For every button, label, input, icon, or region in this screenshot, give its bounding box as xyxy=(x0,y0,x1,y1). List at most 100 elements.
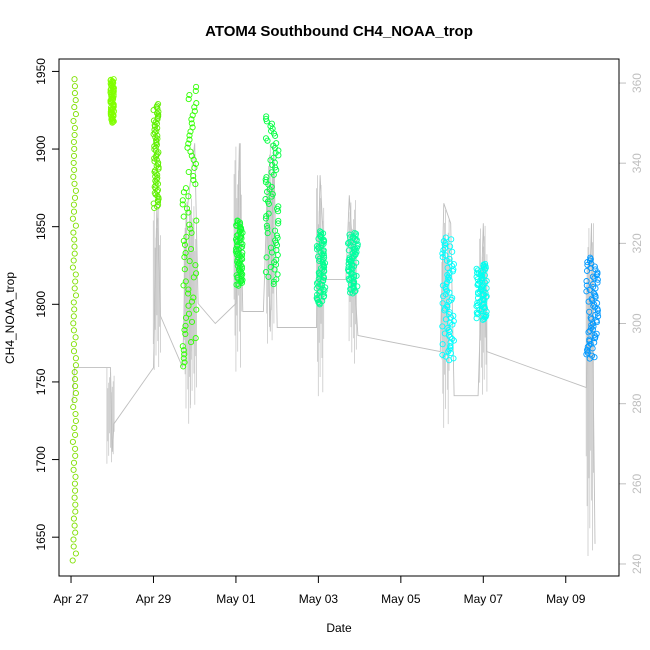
data-point xyxy=(70,466,77,473)
data-point xyxy=(594,276,601,283)
data-point xyxy=(262,268,269,276)
data-point xyxy=(179,201,186,208)
data-point xyxy=(70,543,77,550)
data-point xyxy=(439,323,446,330)
data-point xyxy=(190,294,197,301)
data-point xyxy=(444,325,451,332)
x-tick-label: May 05 xyxy=(381,592,421,606)
data-point xyxy=(583,267,591,274)
data-point xyxy=(188,120,195,127)
data-point xyxy=(155,100,162,108)
x-tick-label: May 09 xyxy=(546,592,586,606)
data-point xyxy=(447,342,454,350)
data-point xyxy=(316,228,324,235)
y-tick-label: 1900 xyxy=(34,135,48,162)
data-point xyxy=(590,283,597,291)
data-point xyxy=(594,279,601,286)
data-point xyxy=(480,304,487,311)
data-point xyxy=(447,243,454,250)
data-point xyxy=(72,445,79,452)
axes: Apr 27 Apr 29 May 01 May 03 May 05 May 07 May … xyxy=(34,58,644,606)
y-tick-label: 1800 xyxy=(34,291,48,318)
data-point xyxy=(446,259,453,266)
data-point xyxy=(183,205,191,212)
data-point xyxy=(591,291,598,298)
data-point xyxy=(72,222,79,229)
x-axis-label: Date xyxy=(326,621,352,635)
data-point xyxy=(72,410,79,418)
data-point xyxy=(262,196,269,203)
data-point xyxy=(275,220,282,227)
flight-points xyxy=(232,217,246,289)
data-point xyxy=(588,321,595,329)
data-point xyxy=(267,264,274,271)
data-point xyxy=(319,298,326,305)
data-point xyxy=(264,225,271,232)
data-point xyxy=(179,343,186,350)
data-point xyxy=(182,185,189,192)
data-point xyxy=(270,154,277,161)
data-point xyxy=(190,172,197,180)
data-point xyxy=(263,113,270,120)
data-point xyxy=(583,278,590,285)
data-point xyxy=(319,258,326,266)
data-point xyxy=(193,306,200,313)
data-point xyxy=(70,257,77,264)
data-point xyxy=(320,247,327,254)
data-point xyxy=(192,262,199,269)
data-point xyxy=(72,271,79,278)
data-point xyxy=(191,108,198,115)
data-point xyxy=(72,508,79,515)
data-point xyxy=(449,248,456,255)
data-point xyxy=(270,281,277,288)
y-axis-label: CH4_NOAA_trop xyxy=(3,272,17,364)
data-point xyxy=(321,254,328,261)
flight-points xyxy=(313,228,329,308)
data-point xyxy=(71,76,78,83)
data-point xyxy=(185,193,192,200)
data-point xyxy=(191,164,198,171)
data-point xyxy=(594,310,601,317)
data-point xyxy=(153,203,161,210)
data-point xyxy=(193,270,200,277)
data-point xyxy=(153,110,161,117)
data-point xyxy=(71,236,78,243)
data-point xyxy=(72,355,79,362)
data-point xyxy=(442,234,449,241)
data-point xyxy=(347,234,354,241)
data-point xyxy=(186,136,193,143)
data-point xyxy=(235,259,242,267)
data-point xyxy=(275,217,282,224)
data-point xyxy=(350,243,357,250)
data-point xyxy=(450,337,457,344)
data-point xyxy=(71,166,78,173)
data-point xyxy=(71,90,78,97)
data-point xyxy=(473,265,480,272)
data-point xyxy=(72,473,79,480)
data-point xyxy=(72,390,79,397)
data-point xyxy=(110,76,117,83)
data-point xyxy=(588,260,595,267)
data-point xyxy=(265,210,272,217)
data-point xyxy=(71,124,78,132)
data-point xyxy=(72,431,79,438)
chart-title-group: ATOM4 Southbound CH4_NOAA_trop xyxy=(205,23,473,40)
data-point xyxy=(594,269,601,276)
x-tick-label: May 01 xyxy=(216,592,256,606)
data-point xyxy=(186,91,193,99)
y2-tick-label: 260 xyxy=(630,473,644,493)
data-point xyxy=(72,292,80,299)
data-point xyxy=(186,221,193,228)
data-point xyxy=(481,272,488,279)
data-point xyxy=(439,282,446,289)
data-point xyxy=(186,132,193,139)
data-point xyxy=(594,300,601,307)
data-point xyxy=(449,294,456,302)
data-point xyxy=(185,290,192,297)
data-point xyxy=(107,76,114,83)
data-point xyxy=(590,302,597,310)
data-point xyxy=(151,146,158,153)
data-point xyxy=(354,241,361,248)
data-point xyxy=(450,355,457,362)
